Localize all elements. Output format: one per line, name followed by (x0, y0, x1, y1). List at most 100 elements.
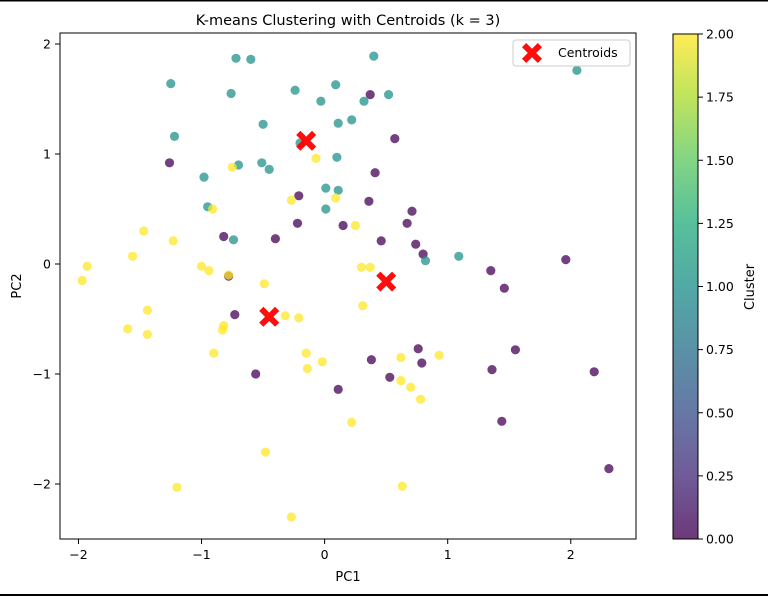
data-point-cluster-2 (217, 325, 228, 335)
data-point-cluster-2 (77, 275, 87, 286)
points-layer (77, 51, 614, 522)
colorbar-tick-label: 0.00 (706, 532, 734, 547)
data-point-cluster-1 (316, 96, 326, 106)
data-point-cluster-0 (487, 365, 497, 375)
data-point-cluster-0 (561, 255, 571, 265)
data-point-cluster-1 (572, 65, 582, 75)
data-point-cluster-2 (224, 270, 234, 280)
data-point-cluster-0 (497, 416, 507, 426)
plot-area (60, 33, 636, 539)
data-point-cluster-2 (142, 305, 152, 315)
colorbar-tick-label: 2.00 (706, 27, 734, 42)
data-point-cluster-0 (338, 220, 348, 231)
data-point-cluster-0 (413, 344, 423, 354)
centroid-marker (296, 130, 317, 151)
y-tick-label: −2 (33, 477, 51, 492)
data-point-cluster-2 (204, 266, 214, 276)
data-point-cluster-1 (264, 164, 274, 174)
data-point-cluster-2 (209, 348, 219, 358)
data-point-cluster-1 (228, 235, 239, 245)
data-point-cluster-0 (294, 191, 304, 201)
data-point-cluster-2 (396, 352, 406, 363)
x-tick-label: −1 (192, 547, 210, 562)
x-tick-label: 0 (321, 547, 329, 562)
data-point-cluster-2 (358, 301, 368, 311)
data-point-cluster-1 (321, 204, 331, 214)
centroid-marker (259, 306, 280, 327)
data-point-cluster-1 (333, 185, 343, 195)
data-point-cluster-1 (331, 80, 341, 90)
data-point-cluster-1 (333, 118, 343, 128)
y-tick-label: 0 (43, 257, 51, 272)
data-point-cluster-0 (499, 283, 509, 293)
colorbar-tick-label: 0.25 (706, 468, 734, 483)
legend: Centroids (512, 39, 631, 67)
data-point-cluster-2 (434, 350, 444, 360)
data-point-cluster-2 (301, 348, 311, 358)
data-point-cluster-0 (251, 369, 261, 379)
data-point-cluster-2 (227, 162, 237, 172)
x-axis-title: PC1 (335, 570, 360, 585)
legend-box (512, 39, 631, 67)
data-point-cluster-1 (246, 54, 256, 64)
data-point-cluster-0 (402, 218, 412, 228)
data-point-cluster-2 (311, 153, 321, 163)
data-point-cluster-0 (364, 196, 374, 206)
data-point-cluster-2 (356, 262, 367, 272)
data-point-cluster-0 (365, 90, 375, 100)
data-point-cluster-2 (365, 262, 375, 272)
data-point-cluster-2 (260, 447, 271, 457)
y-tick-label: 1 (43, 147, 51, 162)
data-point-cluster-2 (196, 261, 207, 271)
chart-title: K-means Clustering with Centroids (k = 3… (196, 13, 501, 29)
data-point-cluster-0 (589, 367, 599, 377)
data-point-cluster-0 (411, 239, 421, 249)
y-axis: −2 −1 0 1 2 (33, 37, 60, 492)
data-point-cluster-0 (407, 206, 417, 216)
data-point-cluster-0 (604, 464, 614, 474)
data-point-cluster-2 (142, 329, 152, 339)
data-point-cluster-1 (199, 172, 209, 182)
data-point-cluster-2 (317, 357, 327, 367)
x-tick-label: 2 (567, 547, 575, 562)
colorbar-ticks: 0.00 0.25 0.50 0.75 1.00 1.25 1.50 1.75 2.00 (698, 27, 734, 547)
data-point-cluster-0 (219, 231, 229, 242)
data-point-cluster-1 (169, 131, 180, 141)
data-point-cluster-2 (416, 394, 426, 404)
data-point-cluster-2 (280, 311, 290, 321)
data-point-cluster-1 (257, 158, 267, 168)
data-point-cluster-2 (302, 363, 312, 374)
data-point-cluster-0 (292, 218, 303, 228)
centroid-marker (376, 271, 397, 292)
x-tick-label: −2 (69, 547, 87, 562)
x-axis: −2 −1 0 1 2 (69, 539, 575, 562)
data-point-cluster-0 (486, 266, 496, 276)
plot-background (60, 33, 636, 539)
colorbar-tick-label: 1.75 (706, 90, 734, 105)
data-point-cluster-1 (420, 256, 431, 266)
colorbar-title: Cluster (743, 263, 758, 310)
data-point-cluster-2 (396, 376, 406, 386)
data-point-cluster-0 (376, 236, 386, 246)
data-point-cluster-2 (286, 512, 296, 522)
data-point-cluster-2 (294, 313, 304, 323)
colorbar-tick-label: 1.25 (706, 216, 734, 231)
legend-x-marker (522, 43, 542, 63)
colorbar-gradient (673, 34, 698, 539)
data-point-cluster-1 (290, 85, 300, 95)
plot-frame (59, 32, 637, 540)
data-point-cluster-2 (286, 195, 296, 205)
data-point-cluster-1 (369, 51, 379, 61)
legend-centroid-marker (522, 43, 542, 63)
data-point-cluster-2 (208, 204, 218, 214)
data-point-cluster-0 (370, 168, 380, 178)
colorbar-tick-label: 1.50 (706, 153, 734, 168)
data-point-cluster-0 (270, 234, 280, 244)
data-point-cluster-0 (385, 372, 395, 382)
data-point-cluster-1 (359, 96, 369, 106)
colorbar-tick-label: 0.75 (706, 342, 734, 357)
y-axis-title: PC2 (10, 273, 25, 298)
data-point-cluster-1 (258, 119, 268, 129)
data-point-cluster-0 (333, 384, 343, 394)
colorbar: 0.00 0.25 0.50 0.75 1.00 1.25 1.50 1.75 2.00 Clu… (672, 27, 758, 547)
